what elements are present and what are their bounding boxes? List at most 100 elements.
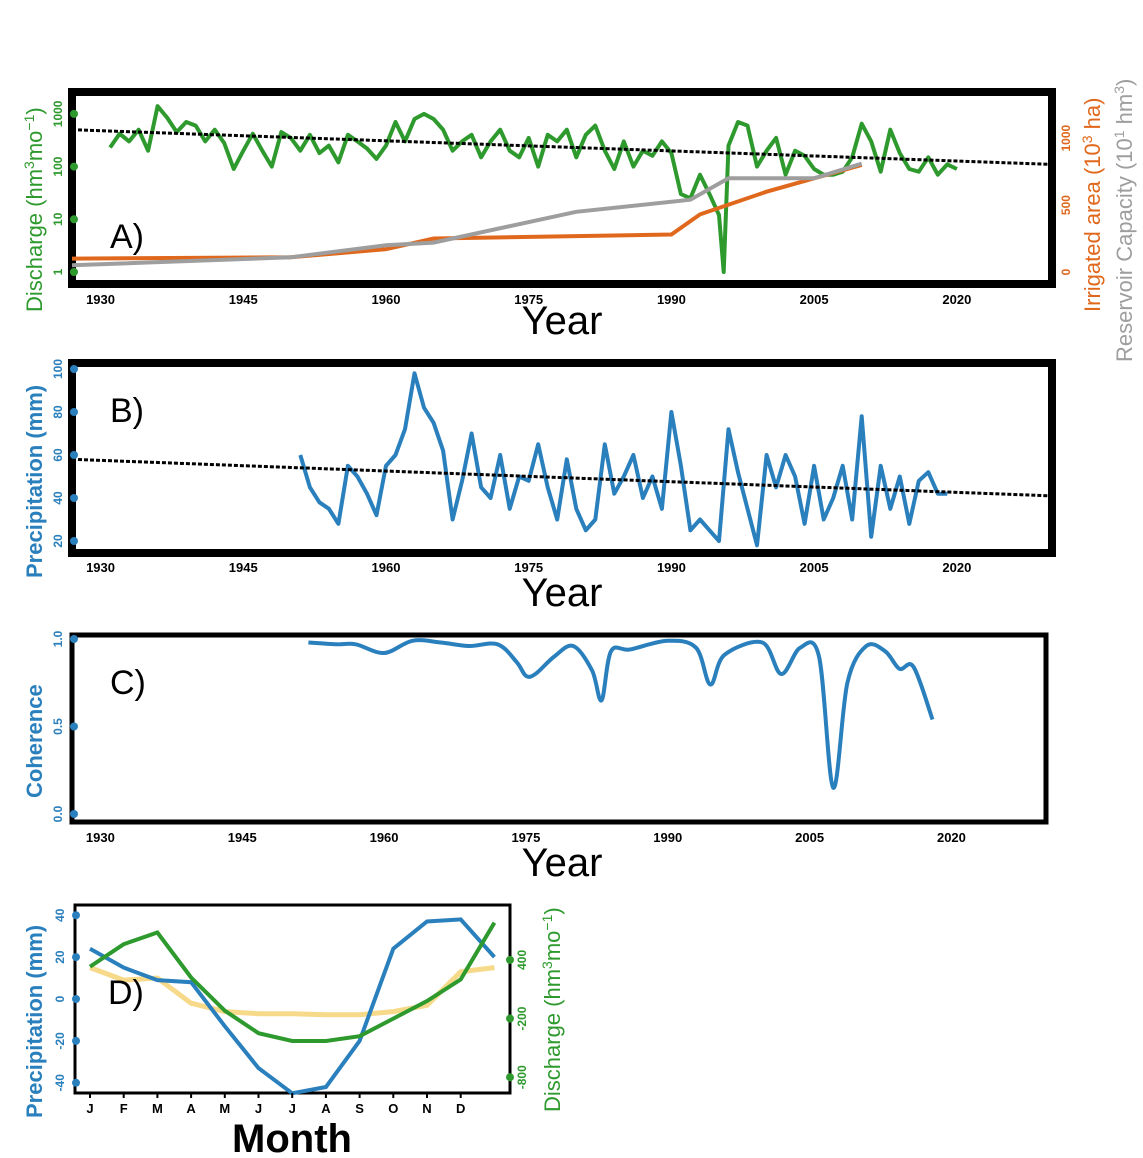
- y-tick-label-20: 20: [51, 534, 65, 548]
- month-label-6: J: [289, 1101, 296, 1116]
- y-tick-right-dot--200: [506, 1014, 514, 1023]
- x-tick-label-2005: 2005: [800, 560, 829, 575]
- y-tick-dot-0.0: [70, 810, 78, 818]
- x-tick-label-2005: 2005: [795, 830, 824, 845]
- month-label-4: M: [219, 1101, 230, 1116]
- y-tick-dot-80: [70, 408, 78, 416]
- y-tick-label-1000: 1000: [51, 100, 65, 127]
- x-tick-label-1945: 1945: [229, 292, 258, 307]
- y-tick-label--20: -20: [53, 1032, 67, 1050]
- y-tick-label-0: 0: [53, 995, 67, 1002]
- panel-b-series: [71, 371, 1053, 548]
- x-tick-label-1960: 1960: [372, 560, 401, 575]
- panel-a-y-title-irrigated: Irrigated area (103 ha): [1079, 98, 1105, 312]
- panel-a-label: A): [110, 218, 144, 256]
- y-tick-right-dot-400: [506, 955, 514, 964]
- precipitation-anomaly-line: [89, 917, 496, 1096]
- y-tick-dot-1000: [70, 109, 78, 118]
- month-label-7: A: [321, 1101, 331, 1116]
- coherence-line: [308, 638, 935, 790]
- y-tick-right-label-400: 400: [515, 950, 529, 970]
- precipitation-yellow-line: [89, 965, 495, 1018]
- y-tick-dot-1: [70, 268, 78, 276]
- y-tick-dot-100: [70, 365, 78, 373]
- x-tick-label-2020: 2020: [942, 292, 971, 307]
- y-tick-right-label-0: 0: [1059, 268, 1073, 275]
- y-tick-dot-10: [70, 215, 78, 224]
- x-tick-label-2020: 2020: [937, 830, 966, 845]
- x-tick-label-1930: 1930: [86, 830, 115, 845]
- panel-b-label: B): [110, 392, 144, 430]
- y-tick-right-label-500: 500: [1059, 195, 1073, 215]
- discharge-trend-line: [71, 128, 1053, 166]
- month-label-3: A: [186, 1101, 196, 1116]
- x-tick-label-1960: 1960: [370, 830, 399, 845]
- y-tick-dot-0: [72, 995, 80, 1003]
- y-tick-label-40: 40: [53, 908, 67, 922]
- panel-d-y-title-discharge: Discharge (hm3mo−1): [539, 907, 565, 1112]
- month-label-1: F: [120, 1101, 128, 1116]
- x-tick-label-2020: 2020: [942, 560, 971, 575]
- reservoir-capacity-line: [71, 161, 863, 268]
- y-tick-dot--40: [72, 1078, 80, 1087]
- panel-a-y-ticks-right: 0 500 1000: [1059, 124, 1073, 275]
- discharge-anomaly-line: [88, 921, 497, 1043]
- x-tick-label-1975: 1975: [514, 560, 543, 575]
- panel-a-x-ticks: 1930 1945 1960 1975 1990 2005 2020: [86, 292, 971, 307]
- panel-c-y-ticks: 0.0 0.5 1.0: [51, 630, 78, 822]
- panel-c-series: [308, 638, 935, 790]
- month-label-2: M: [152, 1101, 163, 1116]
- x-tick-label-1975: 1975: [514, 292, 543, 307]
- x-tick-label-1945: 1945: [228, 830, 257, 845]
- month-label-11: D: [456, 1101, 465, 1116]
- y-tick-dot--20: [72, 1036, 80, 1045]
- month-label-8: S: [355, 1101, 364, 1116]
- panel-b-x-ticks: 1930 1945 1960 1975 1990 2005 2020: [86, 560, 971, 575]
- x-tick-label-1930: 1930: [86, 292, 115, 307]
- y-tick-dot-40: [72, 911, 80, 920]
- y-tick-label-40: 40: [51, 491, 65, 505]
- panel-c-x-ticks: 1930 1945 1960 1975 1990 2005 2020: [86, 830, 966, 845]
- panel-c-x-title: Year: [522, 841, 603, 885]
- y-tick-label-100: 100: [51, 359, 65, 379]
- panel-d-y-ticks-right: -800 -200 400: [506, 950, 529, 1089]
- month-label-5: J: [255, 1101, 262, 1116]
- y-tick-label-100: 100: [51, 156, 65, 176]
- month-label-10: N: [422, 1101, 431, 1116]
- panel-b-x-title: Year: [522, 571, 603, 615]
- panel-a-x-title: Year: [522, 299, 603, 343]
- y-tick-right-label--200: -200: [515, 1006, 529, 1030]
- x-tick-label-1945: 1945: [229, 560, 258, 575]
- panel-d-label: D): [108, 974, 144, 1012]
- panel-b: 1930 1945 1960 1975 1990 2005 2020 20 40 60 80 100…: [22, 359, 1056, 615]
- panel-c-y-title: Coherence: [22, 684, 47, 798]
- y-tick-label--40: -40: [53, 1074, 67, 1092]
- y-tick-label-1.0: 1.0: [51, 630, 65, 647]
- panel-c-label: C): [110, 664, 146, 702]
- x-tick-label-1960: 1960: [372, 292, 401, 307]
- x-tick-label-1990: 1990: [657, 560, 686, 575]
- panel-b-frame: [68, 359, 1056, 557]
- panel-a-y-title-discharge: Discharge (hm3mo−1): [21, 107, 47, 312]
- panel-b-y-ticks: 20 40 60 80 100: [51, 359, 78, 548]
- y-tick-right-dot--800: [506, 1073, 514, 1082]
- y-tick-dot-0.5: [70, 722, 78, 731]
- panel-d-y-title-precip: Precipitation (mm): [22, 925, 47, 1118]
- panel-d-x-title: Month: [232, 1117, 352, 1158]
- y-tick-label-0.5: 0.5: [51, 718, 65, 735]
- y-tick-label-1: 1: [51, 268, 65, 275]
- y-tick-dot-40: [70, 494, 78, 502]
- x-tick-label-1975: 1975: [511, 830, 540, 845]
- precipitation-line: [298, 371, 948, 548]
- y-tick-label-80: 80: [51, 405, 65, 419]
- panel-a-y-title-reservoir: Reservoir Capacity (101 hm3): [1111, 79, 1137, 362]
- panel-b-y-title: Precipitation (mm): [22, 385, 47, 578]
- x-tick-label-1990: 1990: [653, 830, 682, 845]
- x-tick-label-1990: 1990: [657, 292, 686, 307]
- panel-a-y-ticks-left: 1 10 100 1000: [51, 100, 78, 276]
- panel-c-frame: [69, 632, 1049, 825]
- y-tick-dot-100: [70, 162, 78, 171]
